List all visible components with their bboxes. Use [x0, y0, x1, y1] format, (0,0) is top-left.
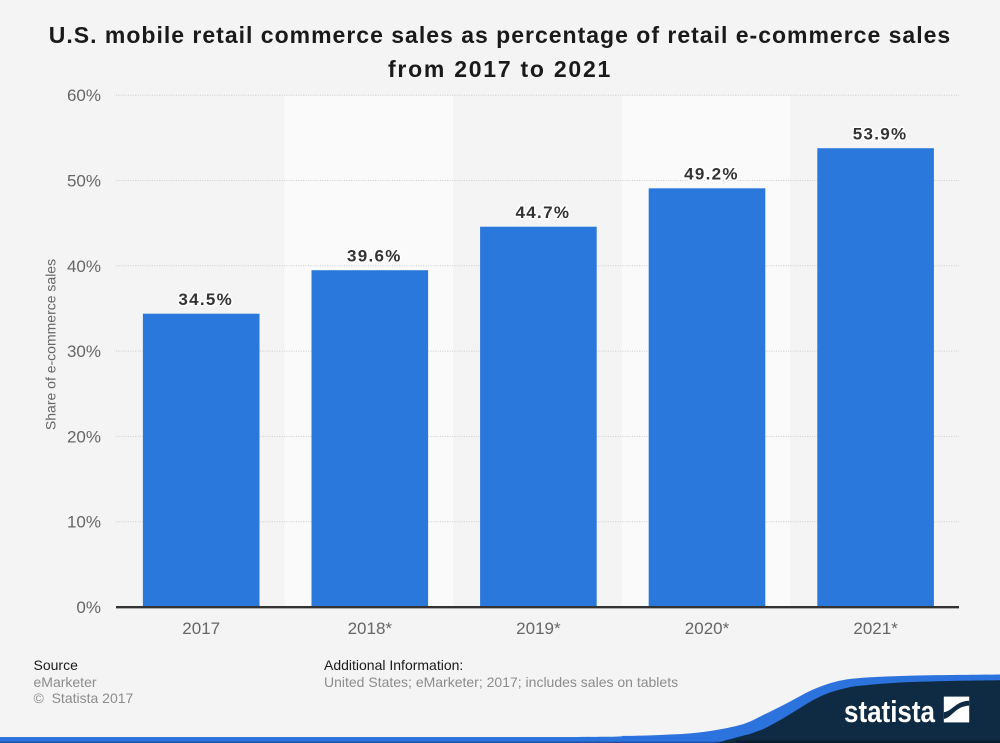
svg-text:40%: 40%: [67, 257, 101, 276]
svg-text:39.6%: 39.6%: [347, 247, 402, 266]
svg-text:2020*: 2020*: [685, 619, 730, 638]
svg-text:statista: statista: [844, 695, 936, 729]
svg-text:10%: 10%: [67, 513, 101, 532]
svg-text:0%: 0%: [76, 598, 101, 617]
svg-text:2017: 2017: [182, 619, 220, 638]
svg-text:60%: 60%: [67, 86, 101, 105]
svg-text:53.9%: 53.9%: [853, 125, 908, 144]
svg-text:34.5%: 34.5%: [178, 290, 233, 309]
svg-text:44.7%: 44.7%: [516, 203, 571, 222]
svg-text:2019*: 2019*: [516, 619, 561, 638]
svg-text:2021*: 2021*: [853, 619, 898, 638]
svg-text:30%: 30%: [67, 342, 101, 361]
svg-text:2018*: 2018*: [348, 619, 393, 638]
svg-text:20%: 20%: [67, 427, 101, 446]
svg-text:50%: 50%: [67, 172, 101, 191]
svg-text:Share of e-commerce sales: Share of e-commerce sales: [43, 259, 59, 430]
svg-text:49.2%: 49.2%: [684, 165, 739, 184]
